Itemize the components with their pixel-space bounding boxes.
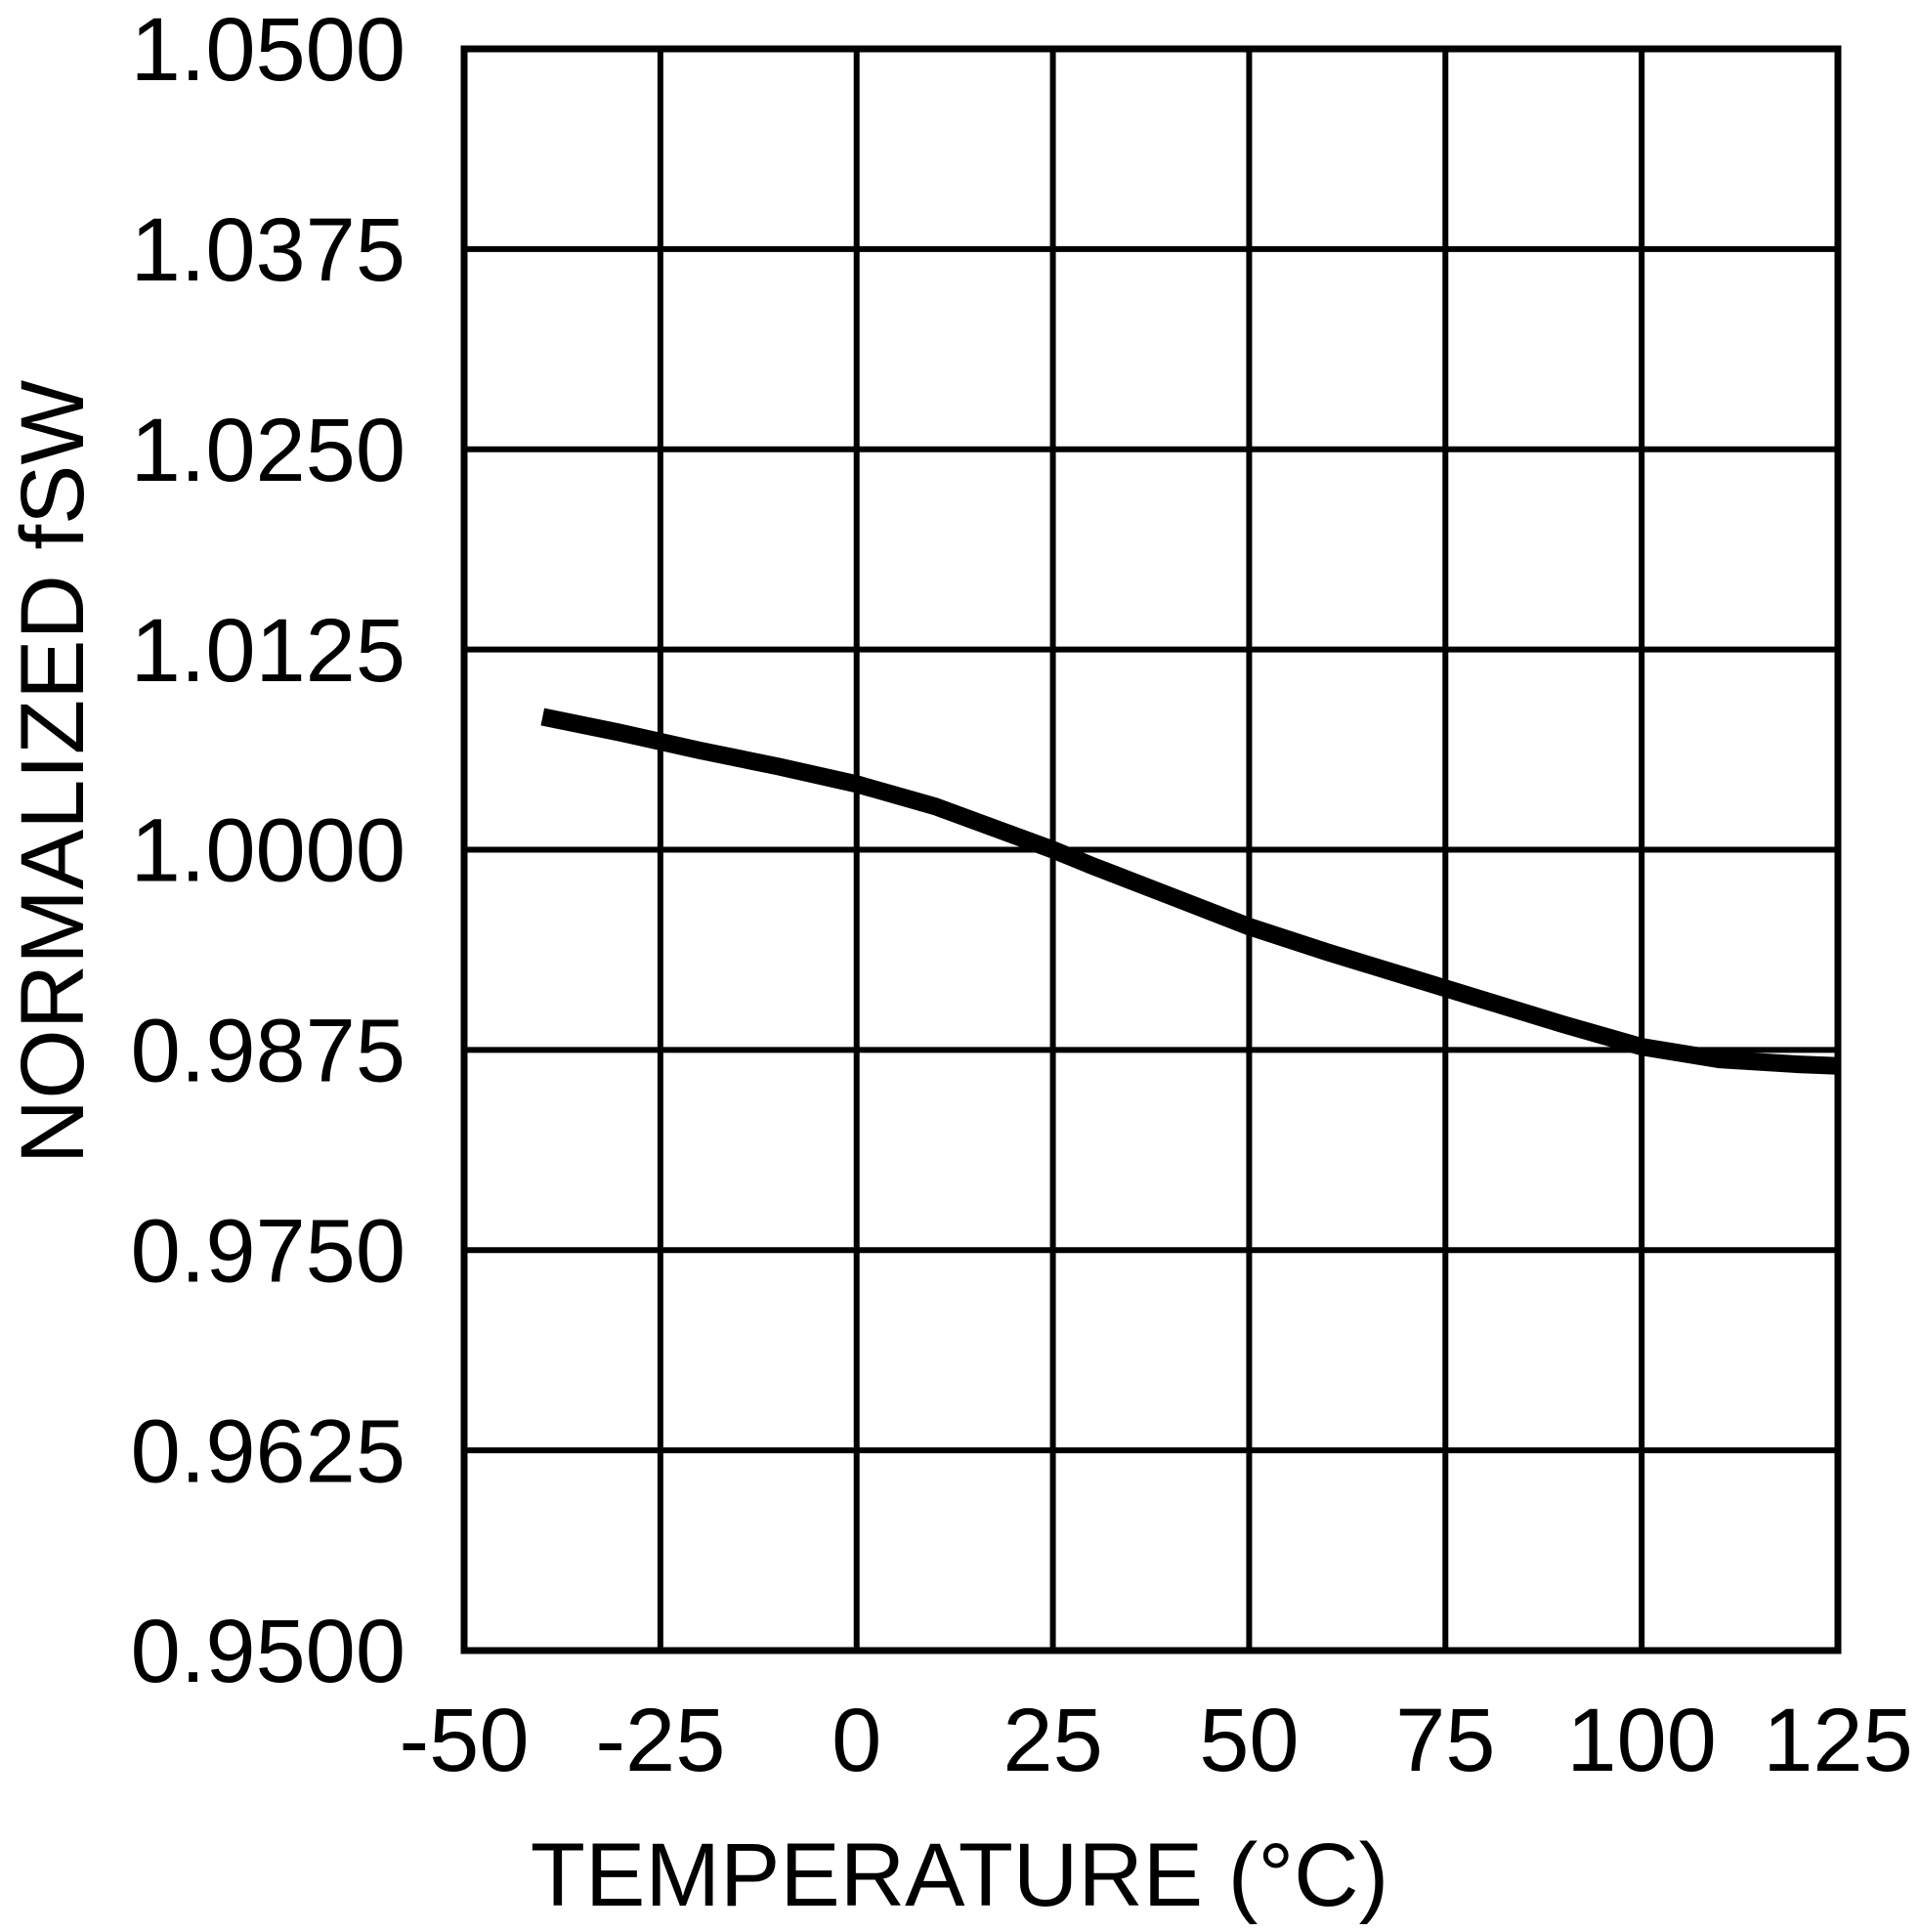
y-axis-title: NORMALIZED fSW xyxy=(3,380,103,1165)
y-tick-label: 1.0000 xyxy=(131,801,405,901)
y-tick-label: 1.0500 xyxy=(131,0,405,100)
y-tick-label: 1.0125 xyxy=(131,601,405,701)
y-tick-label: 0.9875 xyxy=(131,1002,405,1101)
x-tick-label: 0 xyxy=(832,1691,881,1790)
x-tick-label: -50 xyxy=(400,1691,530,1790)
plot-border xyxy=(460,45,1842,1654)
x-tick-labels: -50 -25 0 25 50 75 100 125 xyxy=(400,1691,1913,1790)
series-layer xyxy=(540,708,1839,1075)
x-tick-label: 75 xyxy=(1395,1691,1495,1790)
y-tick-label: 0.9625 xyxy=(131,1401,405,1501)
x-tick-label: 25 xyxy=(1003,1691,1102,1790)
x-tick-label: 100 xyxy=(1566,1691,1717,1790)
y-tick-label: 1.0250 xyxy=(131,401,405,500)
y-tick-label: 0.9500 xyxy=(131,1602,405,1701)
series-curve-normalized-fsw-vs-temperature xyxy=(540,708,1839,1075)
x-axis-title: TEMPERATURE (°C) xyxy=(531,1825,1388,1925)
x-tick-label: -25 xyxy=(595,1691,725,1790)
gridlines-layer xyxy=(464,49,1838,1651)
x-tick-label: 125 xyxy=(1763,1691,1913,1790)
y-tick-label: 0.9750 xyxy=(131,1202,405,1302)
x-tick-label: 50 xyxy=(1199,1691,1299,1790)
y-tick-labels: 1.0500 1.0375 1.0250 1.0125 1.0000 0.987… xyxy=(131,0,405,1701)
y-tick-label: 1.0375 xyxy=(131,200,405,300)
